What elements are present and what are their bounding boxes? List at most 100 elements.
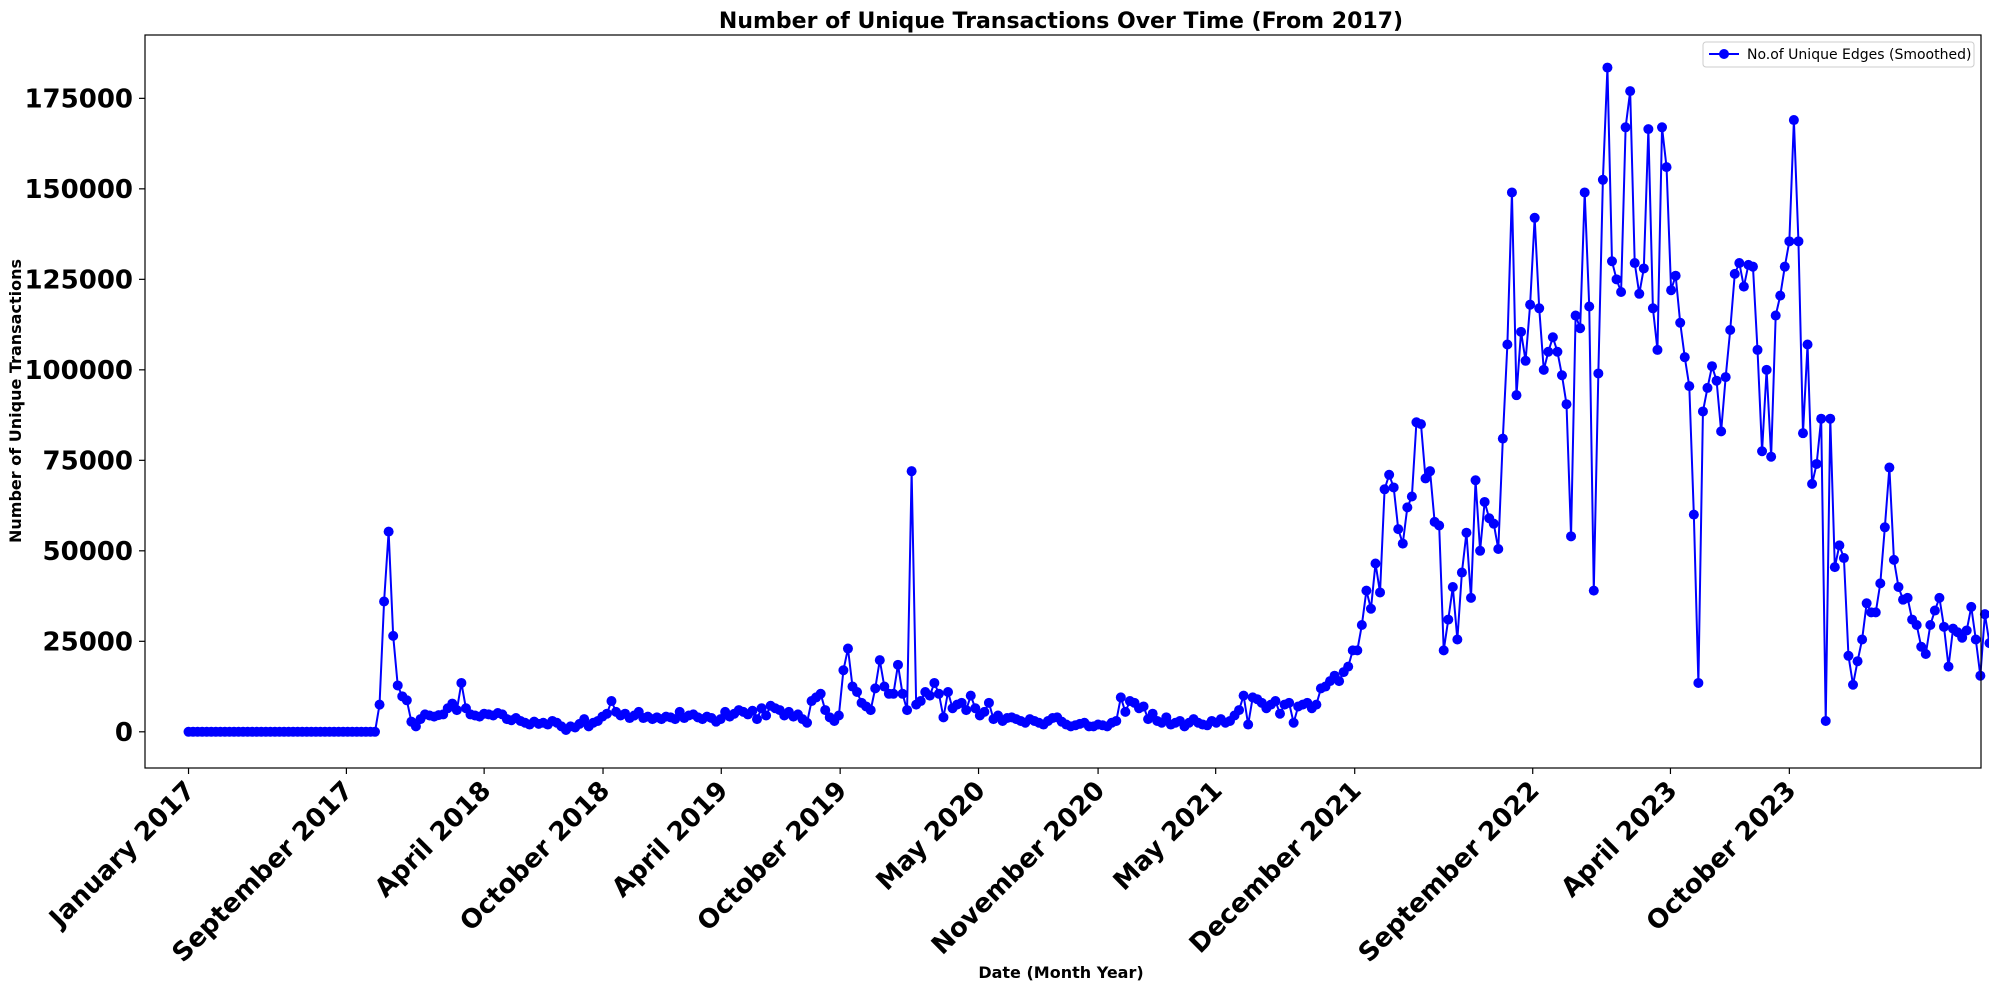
data-point bbox=[879, 681, 890, 692]
data-point bbox=[1979, 609, 1989, 620]
data-point bbox=[1456, 567, 1467, 578]
data-point bbox=[1334, 676, 1345, 687]
data-point bbox=[1693, 677, 1704, 688]
data-point bbox=[1761, 364, 1772, 375]
data-point bbox=[1438, 645, 1449, 656]
data-point bbox=[906, 466, 917, 477]
y-tick-label: 175000 bbox=[24, 84, 133, 114]
data-point bbox=[1707, 361, 1718, 372]
data-point bbox=[1857, 634, 1868, 645]
data-point bbox=[1834, 540, 1845, 551]
data-point bbox=[1352, 645, 1363, 656]
data-point bbox=[929, 677, 940, 688]
data-point bbox=[1361, 585, 1372, 596]
data-point bbox=[802, 717, 813, 728]
data-point bbox=[852, 686, 863, 697]
plot-area-frame bbox=[144, 34, 1982, 769]
data-point bbox=[1757, 446, 1768, 457]
data-point bbox=[1379, 484, 1390, 495]
data-point bbox=[1925, 620, 1936, 631]
data-point bbox=[1616, 287, 1627, 297]
data-point bbox=[1957, 632, 1968, 643]
data-point bbox=[579, 714, 590, 725]
data-point bbox=[1784, 236, 1795, 247]
data-point bbox=[752, 714, 762, 725]
data-point bbox=[1343, 661, 1354, 672]
data-point bbox=[1370, 558, 1381, 569]
data-point bbox=[1702, 382, 1713, 393]
data-point bbox=[383, 526, 394, 537]
data-point bbox=[1529, 212, 1540, 223]
data-point bbox=[1470, 475, 1481, 486]
data-point bbox=[410, 721, 421, 732]
data-point bbox=[1888, 554, 1899, 565]
data-point bbox=[1766, 451, 1777, 462]
data-point bbox=[1816, 413, 1827, 424]
data-point bbox=[874, 655, 885, 666]
data-point bbox=[1274, 708, 1285, 719]
data-point bbox=[1711, 375, 1722, 386]
data-point bbox=[1511, 390, 1522, 401]
data-point bbox=[1243, 719, 1254, 730]
data-point bbox=[1770, 310, 1781, 321]
data-point bbox=[1647, 303, 1658, 314]
data-point bbox=[1720, 372, 1731, 383]
data-point bbox=[1716, 426, 1727, 437]
data-point bbox=[1825, 413, 1836, 424]
data-point bbox=[1793, 236, 1804, 247]
data-point bbox=[1697, 406, 1708, 417]
data-point bbox=[1475, 545, 1486, 556]
data-point bbox=[1443, 614, 1454, 625]
data-point bbox=[1434, 520, 1445, 531]
data-point bbox=[1961, 625, 1972, 636]
data-point bbox=[747, 705, 758, 716]
data-point bbox=[1725, 325, 1736, 336]
data-point bbox=[1356, 620, 1367, 631]
data-point bbox=[1552, 346, 1563, 357]
data-point bbox=[924, 690, 935, 701]
data-point bbox=[1938, 621, 1949, 632]
data-point bbox=[892, 659, 903, 670]
data-point bbox=[1634, 288, 1645, 299]
data-point bbox=[1920, 648, 1931, 659]
legend-marker-sample bbox=[1719, 49, 1729, 59]
data-point bbox=[1670, 270, 1681, 281]
data-point bbox=[1588, 585, 1599, 596]
x-axis-label: Date (Month Year) bbox=[978, 963, 1143, 982]
data-point bbox=[1729, 268, 1740, 279]
data-point bbox=[961, 705, 972, 716]
data-point bbox=[1502, 339, 1513, 350]
data-point bbox=[1820, 715, 1831, 726]
data-point bbox=[1488, 518, 1499, 529]
data-point bbox=[761, 710, 772, 721]
data-point bbox=[1861, 598, 1872, 609]
data-point bbox=[670, 714, 681, 725]
data-point bbox=[965, 690, 976, 701]
data-point bbox=[1393, 524, 1404, 535]
data-point bbox=[1556, 370, 1567, 381]
data-point bbox=[1879, 522, 1890, 533]
data-point bbox=[1929, 605, 1940, 616]
data-point bbox=[1493, 544, 1504, 554]
data-point bbox=[1684, 381, 1695, 392]
data-point bbox=[1625, 86, 1636, 97]
data-point bbox=[1270, 696, 1281, 707]
y-tick-label: 125000 bbox=[24, 265, 133, 295]
data-point bbox=[1606, 256, 1617, 267]
data-point bbox=[1570, 310, 1581, 321]
y-tick-label: 0 bbox=[115, 718, 133, 748]
data-point bbox=[1893, 582, 1904, 593]
data-point bbox=[1620, 122, 1631, 133]
data-point bbox=[1829, 562, 1840, 573]
data-point bbox=[1934, 592, 1945, 603]
data-point bbox=[756, 703, 767, 714]
data-point bbox=[1402, 502, 1413, 513]
data-point bbox=[1311, 699, 1322, 710]
data-point bbox=[1779, 261, 1790, 272]
y-tick-label: 100000 bbox=[24, 356, 133, 386]
data-point bbox=[1652, 344, 1663, 355]
data-point bbox=[933, 688, 944, 699]
data-point bbox=[1602, 62, 1613, 73]
data-point bbox=[820, 705, 831, 716]
